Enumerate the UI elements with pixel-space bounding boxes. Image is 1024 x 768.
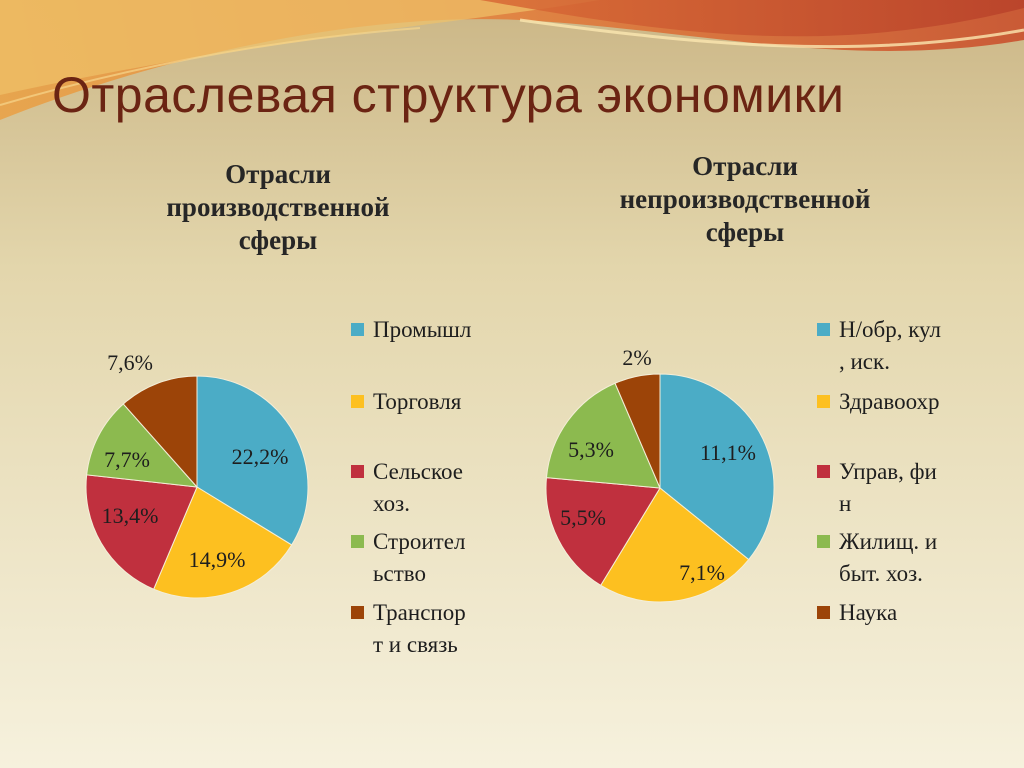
pie-chart-nonproduction: 11,1% 7,1% 5,5% 5,3% 2% [545,345,775,603]
chart-title-line: сферы [238,225,318,255]
data-label: 7,6% [107,350,153,375]
legend-label: Сельское хоз. [373,459,464,516]
legend-swatch [817,606,830,619]
legend-label: Строител ьство [373,529,466,586]
legend-label: Здравоохр [839,389,940,414]
chart-title-line: непроизводственной [619,184,871,214]
data-label: 22,2% [232,444,289,469]
data-label: 5,3% [568,437,614,462]
chart-title-production: Отрасли производственной сферы [128,158,428,257]
chart-title-nonproduction: Отрасли непроизводственной сферы [560,150,930,249]
legend-label: Транспор т и связь [373,600,466,657]
pie-slice [659,373,775,561]
legend-label: Жилищ. и быт. хоз. [839,529,938,586]
legend-label: Н/обр, кул , иск. [839,317,942,374]
legend-swatch [351,395,364,408]
legend-swatch [817,465,830,478]
pie-slice [153,486,293,599]
pie-slice [599,487,750,603]
pie-slice [85,474,198,590]
data-label: 11,1% [700,440,756,465]
pie-slice [196,375,309,546]
legend-production: Промышл Торговля Сельское хоз. Строител ьст… [351,314,521,674]
data-label: 13,4% [102,503,159,528]
pie-slice [122,375,198,489]
legend-label: Промышл [373,317,472,342]
slide-title: Отраслевая структура экономики [52,67,845,123]
legend-swatch [817,535,830,548]
legend-swatch [351,606,364,619]
legend-swatch [817,323,830,336]
pie-slice [86,403,199,488]
chart-title-line: производственной [166,192,390,222]
legend-label: Управ, фи н [839,459,937,516]
data-label: 7,7% [104,447,150,472]
data-label: 2% [622,345,651,370]
legend-swatch [351,465,364,478]
legend-nonproduction: Н/обр, кул , иск. Здравоохр Управ, фи н Жил… [817,314,1007,674]
data-label: 7,1% [679,560,725,585]
data-label: 14,9% [189,547,246,572]
pie-chart-production: 22,2% 14,9% 13,4% 7,7% 7,6% [85,350,309,599]
legend-swatch [351,323,364,336]
pie-slice [614,373,661,489]
legend-label: Наука [839,600,898,625]
legend-swatch [351,535,364,548]
legend-swatch [817,395,830,408]
chart-title-line: сферы [705,217,785,247]
data-label: 5,5% [560,505,606,530]
pie-slice [545,477,661,587]
pie-slice [545,382,661,489]
chart-title-line: Отрасли [225,159,331,189]
legend-label: Торговля [373,389,462,414]
chart-title-line: Отрасли [692,151,798,181]
